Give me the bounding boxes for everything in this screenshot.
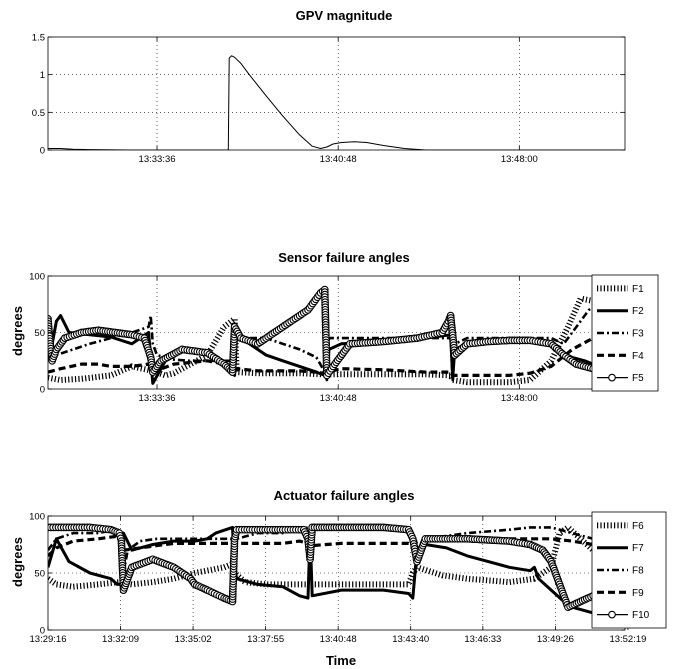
chart1-ytick-label: 1 [40, 70, 45, 81]
chart1-xtick-label: 13:40:48 [320, 154, 357, 165]
chart2-ytick-label: 50 [34, 328, 45, 339]
chart3-legend-label: F9 [632, 588, 644, 599]
chart3-plot-area: 13:29:16 13:32:09 13:35:02 13:37:55 13:40:48… [29, 511, 667, 645]
chart2-legend-marker [608, 373, 616, 382]
chart1-ytick-label: 0.5 [32, 108, 45, 119]
chart2-xtick-label: 13:40:48 [320, 393, 357, 404]
chart1-ytick-label: 0 [40, 146, 45, 157]
chart3-xtick-label: 13:37:55 [247, 634, 284, 645]
chart2-title: Sensor failure angles [278, 250, 410, 265]
chart3-xtick-label: 13:29:16 [30, 634, 67, 645]
chart1-xtick-label: 13:48:00 [501, 154, 538, 165]
chart3-ytick-label: 0 [40, 626, 45, 637]
chart3-xtick-label: 13:49:26 [537, 634, 574, 645]
chart2-legend-label: F2 [632, 306, 644, 317]
chart3-legend-label: F8 [632, 566, 644, 577]
chart3-legend-label: F7 [632, 543, 644, 554]
chart3-xtick-label: 13:35:02 [175, 634, 212, 645]
chart3-ytick-label: 50 [34, 569, 45, 580]
chart3-legend-label: F6 [632, 521, 644, 532]
chart3-xtick-label: 13:52:19 [609, 634, 646, 645]
chart2-series-f2 [48, 314, 625, 385]
chart2-legend-label: F4 [632, 351, 644, 362]
chart3-xlabel: Time [326, 653, 356, 668]
chart2-series-f3 [48, 297, 625, 382]
chart3-legend-label: F10 [632, 610, 650, 621]
chart3-xtick-label: 13:46:33 [464, 634, 501, 645]
chart1-plot-area: 13:33:36 13:40:48 13:48:00 0 0.5 1 1.5 [32, 33, 626, 165]
chart1-title: GPV magnitude [296, 8, 393, 23]
chart2-xtick-label: 13:33:36 [139, 393, 176, 404]
chart1-axes-frame [47, 36, 626, 151]
chart2-ytick-label: 0 [40, 385, 45, 396]
chart1-series-line1 [48, 55, 625, 150]
chart3-legend: F6 F7 F8 F9 F10 [591, 511, 667, 629]
chart3-ytick-label: 100 [29, 512, 45, 523]
chart3-xtick-label: 13:32:09 [102, 634, 139, 645]
chart1-ytick-label: 1.5 [32, 33, 45, 44]
chart3-title: Actuator failure angles [274, 488, 415, 503]
chart2-legend-label: F1 [632, 284, 644, 295]
chart2-xtick-label: 13:48:00 [501, 393, 538, 404]
chart2-ytick-label: 100 [29, 272, 45, 283]
chart3-legend-marker [608, 610, 616, 619]
chart2-plot-area: 13:33:36 13:40:48 13:48:00 0 50 100 F1 F2 F3 F4 F5 [29, 272, 659, 404]
chart2-legend: F1 F2 F3 F4 F5 [591, 274, 659, 392]
chart2-ylabel: degrees [10, 306, 25, 356]
chart2-legend-label: F5 [632, 373, 644, 384]
chart3-xtick-label: 13:43:40 [392, 634, 429, 645]
chart1-xtick-label: 13:33:36 [139, 154, 176, 165]
chart3-ylabel: degrees [10, 537, 25, 587]
chart2-series-f4 [48, 330, 625, 377]
chart2-legend-label: F3 [632, 329, 644, 340]
chart3-xtick-label: 13:40:48 [320, 634, 357, 645]
